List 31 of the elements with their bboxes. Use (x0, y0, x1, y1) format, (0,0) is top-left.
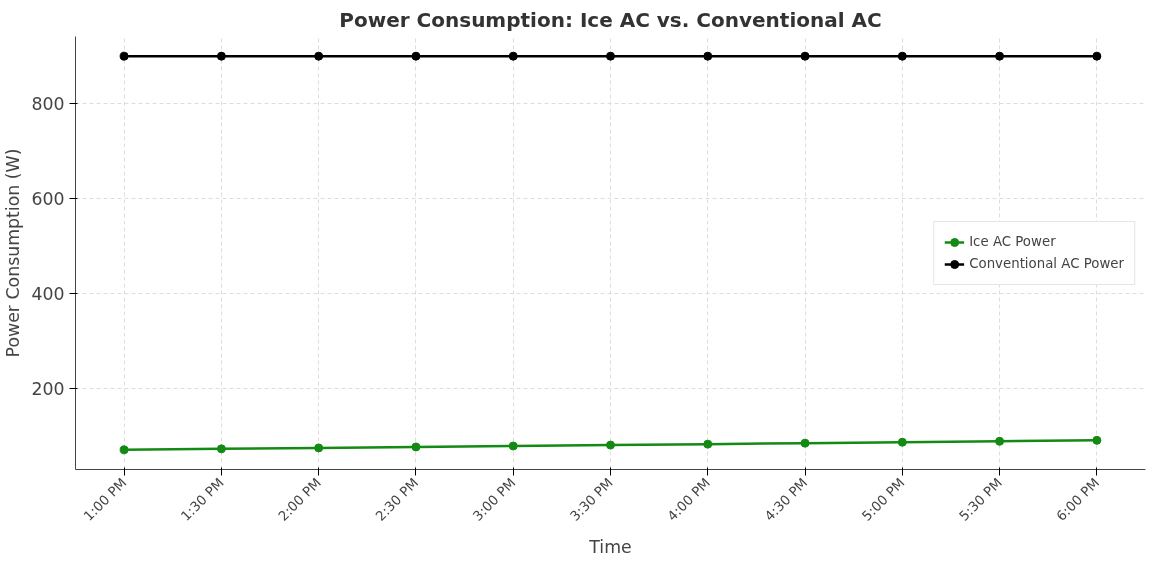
legend-label: Conventional AC Power (969, 256, 1124, 271)
point (314, 51, 324, 61)
point (411, 442, 421, 452)
y-tick-label: 200 (31, 378, 65, 399)
point (1092, 51, 1102, 61)
legend-label: Ice AC Power (969, 234, 1056, 249)
chart-title: Power Consumption: Ice AC vs. Conventional AC (339, 7, 882, 32)
point (800, 438, 810, 448)
point (897, 437, 907, 447)
point (1092, 435, 1102, 445)
point (800, 51, 810, 61)
point (897, 51, 907, 61)
point (119, 51, 129, 61)
point (508, 441, 518, 451)
y-tick-label: 400 (31, 283, 65, 304)
point (703, 51, 713, 61)
point (508, 51, 518, 61)
point (606, 51, 615, 61)
point (995, 436, 1005, 446)
point (995, 51, 1005, 61)
point (216, 444, 226, 454)
point (606, 440, 615, 450)
y-axis-title: Power Consumption (W) (3, 148, 24, 358)
x-axis-title: Time (588, 537, 632, 558)
point (119, 445, 129, 455)
point (703, 439, 713, 449)
point (314, 443, 324, 453)
y-tick-label: 600 (31, 188, 65, 209)
point (216, 51, 226, 61)
y-tick-label: 800 (31, 94, 65, 115)
point (411, 51, 421, 61)
